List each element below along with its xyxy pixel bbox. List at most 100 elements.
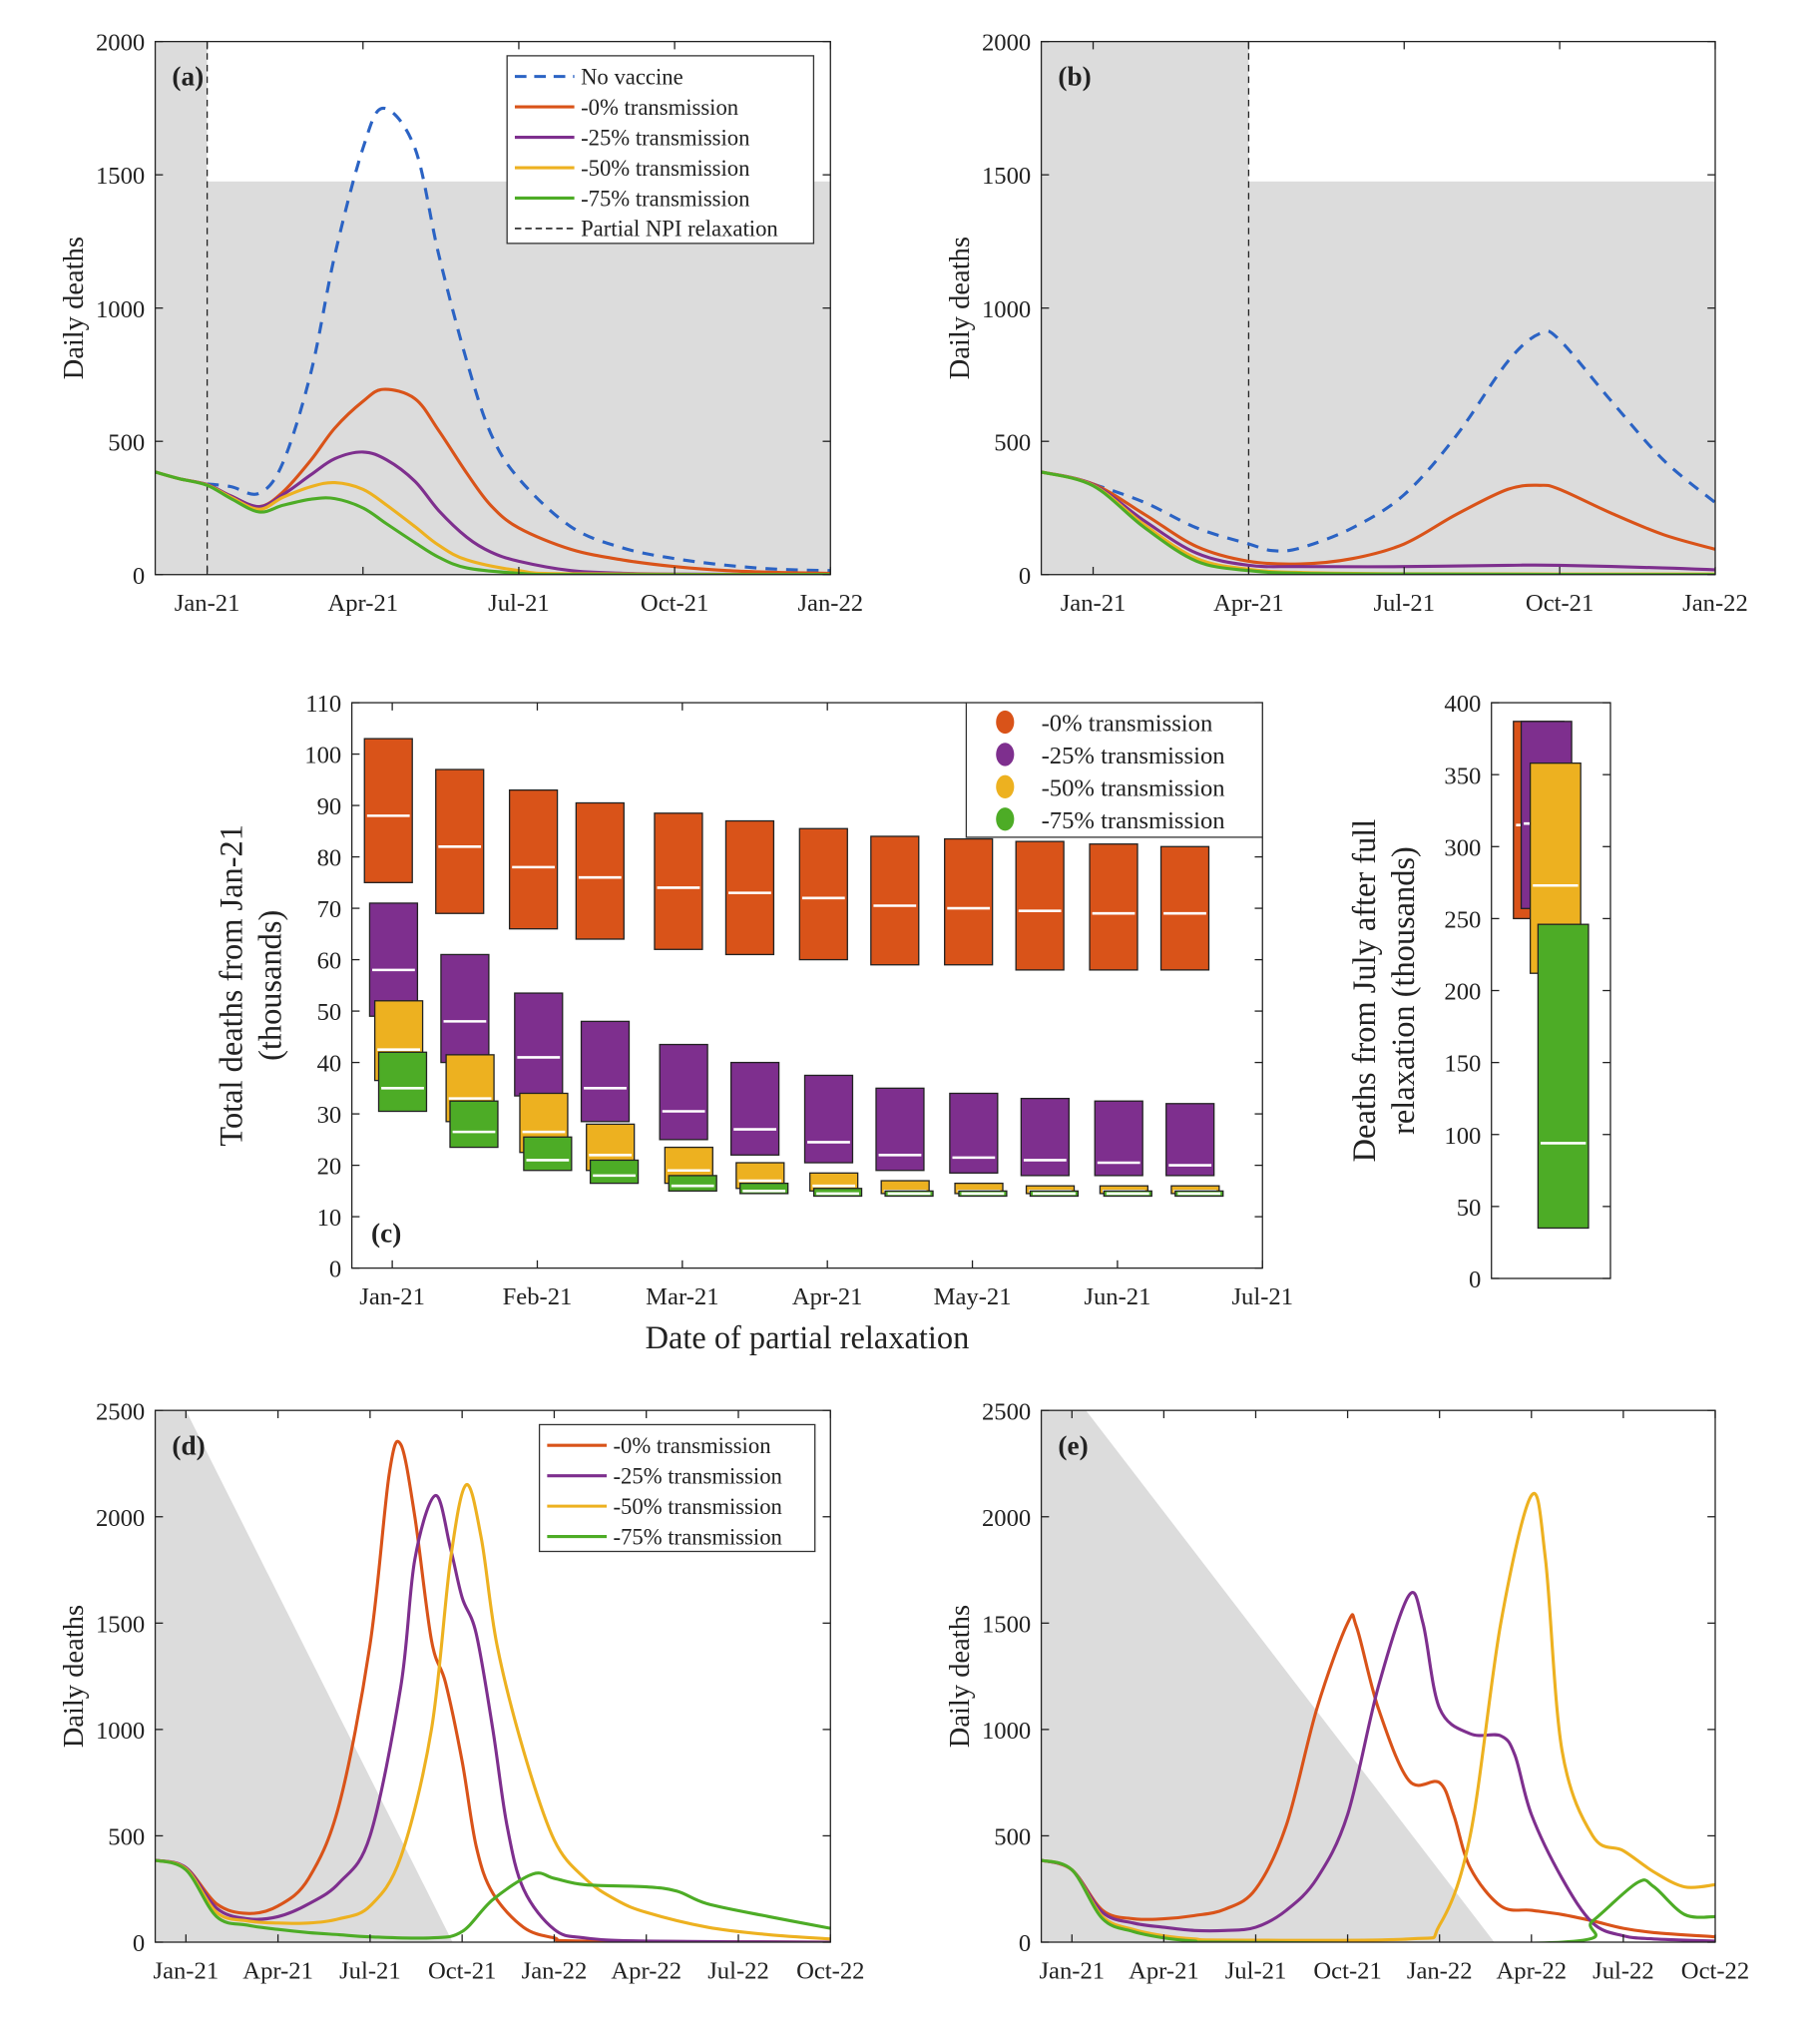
box-t0	[724, 819, 775, 956]
x-tick-label: Apr-21	[1213, 590, 1284, 617]
y-tick-label: 2000	[982, 30, 1031, 57]
shaded-region	[1041, 41, 1249, 575]
y-axis-label: (thousands)	[252, 910, 288, 1061]
x-tick-label: Apr-22	[1496, 1957, 1567, 1984]
y-axis-label: Deaths from July after full	[1347, 819, 1383, 1163]
box-t0	[575, 801, 625, 940]
box-t75	[668, 1175, 717, 1192]
x-tick-label: Jan-22	[1682, 590, 1748, 617]
x-tick-label: Jan-22	[522, 1957, 588, 1984]
plot-area	[1041, 1410, 1715, 1943]
box-t25	[659, 1043, 708, 1141]
box-t75	[589, 1159, 640, 1185]
panel-label: (b)	[1058, 62, 1091, 92]
box-t0	[798, 827, 848, 961]
y-tick-label: 400	[1444, 691, 1481, 718]
axes-box	[154, 1409, 831, 1943]
legend-label: -50% transmission	[581, 156, 749, 181]
y-tick-label: 110	[305, 691, 341, 718]
legend-marker	[996, 774, 1015, 799]
series-line-t50	[1041, 1491, 1715, 1942]
axes-box	[1040, 1409, 1716, 1943]
legend-item: -75% transmission	[514, 186, 749, 211]
panel-label: (a)	[172, 62, 204, 92]
y-tick-label: 1000	[982, 296, 1031, 323]
box-t0	[1015, 840, 1065, 971]
series-line-t25	[1041, 470, 1715, 572]
legend-label: -25% transmission	[1042, 743, 1225, 769]
y-tick-label: 1000	[982, 1718, 1031, 1745]
legend-item: -75% transmission	[996, 807, 1225, 834]
legend-label: -75% transmission	[613, 1524, 781, 1549]
x-tick-label: Jul-21	[488, 590, 550, 617]
y-tick-label: 300	[1444, 834, 1481, 861]
panel-e: 0 500 1000 1500 2000 2500 Jan-21 Apr-21 Jul-21 Oc…	[945, 1398, 1749, 1984]
y-tick-label: 2000	[96, 1505, 145, 1532]
axes-box	[350, 702, 1263, 1269]
y-tick-label: 70	[317, 896, 342, 923]
y-tick-label: 500	[108, 429, 145, 456]
x-tick-label: Oct-22	[1681, 1957, 1749, 1984]
panel-b: 0 500 1000 1500 2000 Jan-21 Apr-21 Jul-21 Oct-21…	[945, 30, 1748, 617]
y-tick-label: 1500	[982, 163, 1031, 190]
y-tick-label: 150	[1444, 1051, 1481, 1078]
legend-marker	[996, 710, 1015, 735]
y-axis-label: Total deaths from Jan-21	[214, 824, 249, 1146]
y-tick-label: 0	[1469, 1267, 1481, 1293]
y-tick-label: 350	[1444, 762, 1481, 789]
legend-label: -75% transmission	[1042, 807, 1225, 834]
y-tick-label: 1000	[96, 1718, 145, 1745]
box-t25	[729, 1061, 780, 1156]
legend-label: No vaccine	[581, 64, 683, 89]
legend-item: -50% transmission	[996, 774, 1225, 801]
y-tick-label: 500	[994, 1824, 1031, 1851]
box-t25	[368, 902, 419, 1017]
x-tick-label: Jul-21	[339, 1957, 401, 1984]
x-tick-label: Oct-21	[428, 1957, 496, 1984]
legend-item: -0% transmission	[514, 95, 738, 120]
box-t25	[580, 1020, 631, 1123]
x-tick-label: Jan-21	[1039, 1957, 1105, 1984]
panel-label: (d)	[172, 1430, 205, 1460]
y-tick-label: 60	[317, 948, 342, 975]
y-tick-label: 40	[317, 1051, 342, 1078]
x-tick-label: Oct-21	[1313, 1957, 1381, 1984]
legend-label: -50% transmission	[1042, 774, 1225, 801]
y-tick-label: 200	[1444, 979, 1481, 1006]
y-tick-label: 50	[1457, 1195, 1482, 1222]
y-tick-label: 0	[1019, 1930, 1031, 1957]
box-t75	[739, 1182, 789, 1195]
x-tick-label: May-21	[934, 1283, 1012, 1310]
plot-area	[1041, 41, 1715, 575]
box-t75	[449, 1100, 499, 1149]
x-tick-label: Jun-21	[1084, 1283, 1150, 1310]
y-tick-label: 80	[317, 845, 342, 872]
legend-item: -50% transmission	[547, 1494, 782, 1519]
x-tick-label: Jan-21	[1061, 590, 1127, 617]
box-t75	[523, 1136, 573, 1172]
x-tick-label: Oct-21	[641, 590, 708, 617]
box-t25	[949, 1092, 999, 1174]
panel-d: 0 500 1000 1500 2000 2500 Jan-21 Apr-21 Jul-21 Oc…	[59, 1398, 865, 1984]
box-t0	[508, 788, 559, 930]
series-line-t0	[1041, 470, 1715, 566]
panel-c: 0 10 20 30 40 50 60 70 80 90 100 110 Jan-21 Feb-21 Mar…	[214, 691, 1293, 1356]
legend-marker	[996, 807, 1015, 831]
series-line-t50	[155, 1483, 831, 1941]
y-tick-label: 0	[329, 1257, 341, 1283]
x-tick-label: Mar-21	[646, 1283, 718, 1310]
legend-label: Partial NPI relaxation	[581, 217, 778, 242]
x-tick-label: Jul-22	[707, 1957, 769, 1984]
legend-marker	[996, 743, 1015, 766]
box-t0	[654, 812, 703, 950]
legend-label: -0% transmission	[613, 1433, 770, 1458]
y-tick-label: 0	[1019, 563, 1031, 590]
series-line-t0	[1041, 1613, 1715, 1939]
box-t25	[1094, 1100, 1143, 1177]
y-axis-label: Daily deaths	[59, 237, 90, 379]
legend-item: -75% transmission	[547, 1524, 782, 1549]
legend-item: -25% transmission	[547, 1463, 782, 1488]
y-tick-label: 2500	[96, 1398, 145, 1425]
y-tick-label: 250	[1444, 906, 1481, 933]
